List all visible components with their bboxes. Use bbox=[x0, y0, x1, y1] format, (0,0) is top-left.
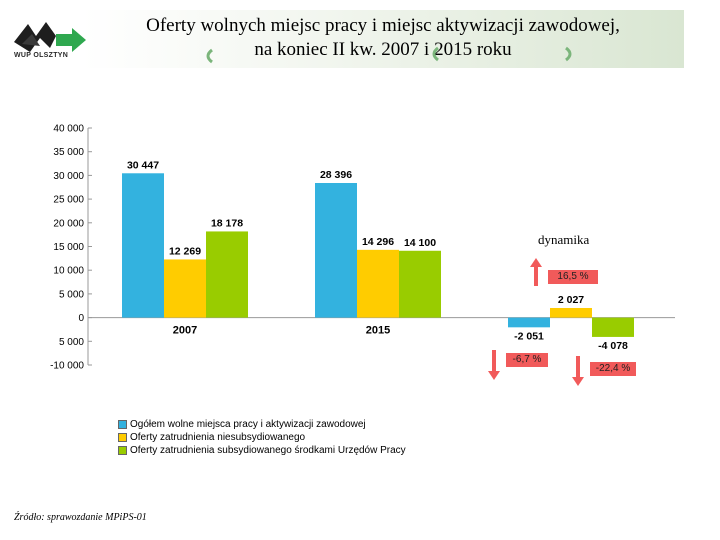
bar bbox=[315, 183, 357, 318]
legend-label: Oferty zatrudnienia niesubsydiowanego bbox=[130, 432, 306, 443]
x-axis-labels: 2007 2015 bbox=[173, 325, 390, 337]
legend-label: Ogółem wolne miejsca pracy i aktywizacji… bbox=[130, 419, 366, 430]
bar bbox=[550, 307, 592, 318]
down-arrow-head bbox=[572, 377, 584, 386]
data-label: -4 078 bbox=[598, 340, 628, 352]
legend: Ogółem wolne miejsca pracy i aktywizacji… bbox=[118, 418, 406, 457]
bar bbox=[206, 231, 248, 318]
bar bbox=[357, 249, 399, 318]
legend-swatch-green bbox=[118, 446, 127, 455]
data-label: 14 296 bbox=[362, 236, 394, 248]
x-tick-label: 2007 bbox=[173, 325, 197, 337]
legend-item: Ogółem wolne miejsca pracy i aktywizacji… bbox=[118, 418, 406, 431]
down-arrow-head bbox=[488, 371, 500, 380]
y-tick-label: 15 000 bbox=[53, 242, 84, 253]
data-label: 2 027 bbox=[558, 294, 584, 306]
legend-item: Oferty zatrudnienia subsydiowanego środk… bbox=[118, 444, 406, 457]
dynamics-badge: -6,7 % bbox=[506, 353, 548, 367]
page-title: Oferty wolnych miejsc pracy i miejsc akt… bbox=[82, 14, 684, 62]
y-tick-label: 5 000 bbox=[59, 289, 84, 300]
up-arrow-head bbox=[530, 258, 542, 267]
legend-swatch-yellow bbox=[118, 433, 127, 442]
y-tick-label: 25 000 bbox=[53, 195, 84, 206]
dynamics-arrows bbox=[488, 258, 584, 386]
bar bbox=[399, 250, 441, 318]
data-label: 30 447 bbox=[127, 159, 159, 171]
bars bbox=[122, 173, 634, 337]
logo-text: WUP OLSZTYN bbox=[14, 52, 69, 59]
data-label: 12 269 bbox=[169, 245, 201, 257]
y-tick-label: 20 000 bbox=[53, 218, 84, 229]
y-tick-label: 0 bbox=[78, 313, 84, 324]
source-note: Źródło: sprawozdanie MPiPS-01 bbox=[14, 512, 147, 523]
bar bbox=[592, 317, 634, 337]
y-tick-label: 35 000 bbox=[53, 147, 84, 158]
y-tick-label: 5 000 bbox=[59, 337, 84, 348]
data-label: 28 396 bbox=[320, 169, 352, 181]
legend-item: Oferty zatrudnienia niesubsydiowanego bbox=[118, 431, 406, 444]
data-label: 14 100 bbox=[404, 237, 436, 249]
curved-arrow-icon bbox=[206, 48, 213, 64]
data-label: -2 051 bbox=[514, 330, 544, 342]
title-line-2: na koniec II kw. 2007 i 2015 roku bbox=[254, 39, 512, 60]
dynamics-badge: -22,4 % bbox=[590, 362, 636, 376]
title-arrows bbox=[206, 46, 572, 64]
y-tick-label: 40 000 bbox=[53, 124, 84, 135]
bar bbox=[164, 259, 206, 318]
legend-swatch-blue bbox=[118, 420, 127, 429]
wup-logo-icon bbox=[14, 22, 86, 52]
bar bbox=[122, 173, 164, 318]
dynamics-badge: 16,5 % bbox=[548, 270, 598, 284]
curved-arrow-icon bbox=[432, 46, 439, 62]
bar bbox=[508, 317, 550, 328]
header: WUP OLSZTYN Oferty wolnych miejsc pracy … bbox=[0, 0, 720, 72]
y-tick-label: 10 000 bbox=[53, 266, 84, 277]
dynamics-label: dynamika bbox=[538, 232, 590, 247]
y-tick-label: -10 000 bbox=[50, 361, 84, 372]
data-labels: 30 447 12 269 18 178 28 396 14 296 14 100 -2 0… bbox=[127, 159, 628, 352]
curved-arrow-icon bbox=[565, 46, 572, 62]
x-tick-label: 2015 bbox=[366, 325, 390, 337]
title-line-1: Oferty wolnych miejsc pracy i miejsc akt… bbox=[146, 15, 620, 36]
legend-label: Oferty zatrudnienia subsydiowanego środk… bbox=[130, 445, 406, 456]
title-band bbox=[82, 10, 684, 68]
data-label: 18 178 bbox=[211, 217, 243, 229]
y-tick-label: 30 000 bbox=[53, 171, 84, 182]
